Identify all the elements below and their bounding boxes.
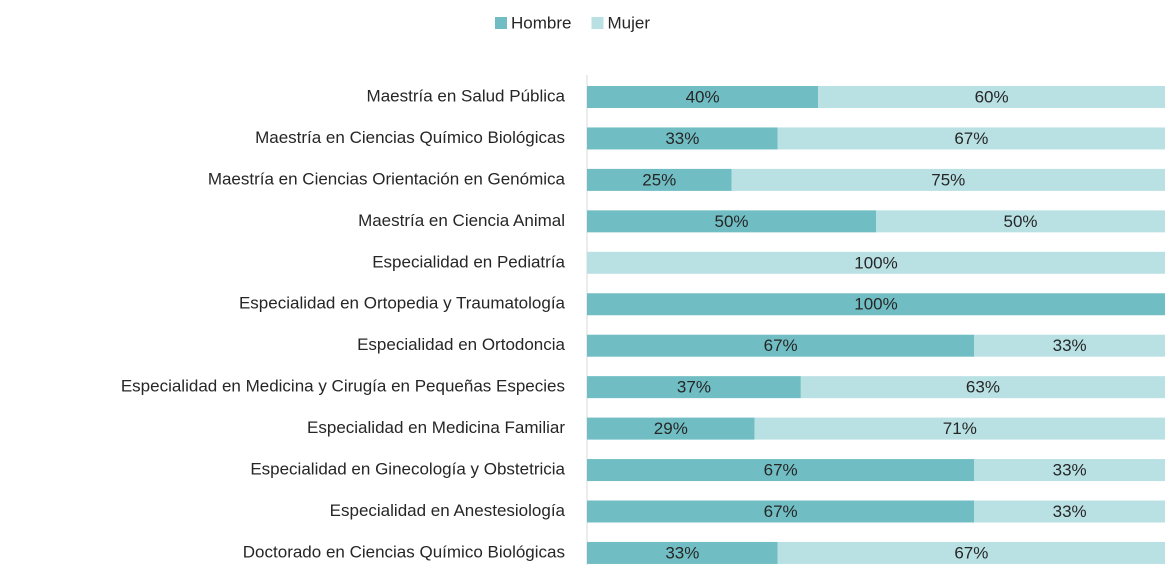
bar-segment — [587, 500, 975, 523]
bar-segment — [587, 168, 732, 191]
bar-segment — [587, 251, 1165, 274]
bar-segment — [587, 86, 819, 108]
value-label: 50% — [714, 212, 748, 231]
value-label: 33% — [1053, 502, 1087, 521]
legend-label: Hombre — [511, 13, 571, 32]
legend-swatch — [495, 17, 507, 29]
value-label: 71% — [943, 419, 977, 438]
value-label: 40% — [686, 87, 720, 106]
bar-segment — [818, 86, 1165, 108]
value-label: 37% — [677, 378, 711, 397]
category-label: Especialidad en Anestesiología — [330, 501, 566, 520]
value-label: 67% — [764, 461, 798, 480]
bar-segment — [587, 417, 755, 440]
bar-segment — [974, 500, 1165, 523]
value-label: 67% — [954, 129, 988, 148]
value-label: 50% — [1003, 212, 1037, 231]
bar-segment — [754, 417, 1165, 440]
value-label: 100% — [854, 295, 897, 314]
value-label: 75% — [931, 170, 965, 189]
value-label: 67% — [954, 543, 988, 562]
category-label: Maestría en Ciencias Orientación en Genó… — [208, 169, 566, 188]
category-label: Especialidad en Ortopedia y Traumatologí… — [239, 294, 566, 313]
category-label: Maestría en Ciencias Químico Biológicas — [255, 128, 565, 147]
value-label: 33% — [665, 129, 699, 148]
category-label: Especialidad en Medicina Familiar — [307, 418, 565, 437]
value-label: 25% — [642, 170, 676, 189]
bar-segment — [974, 334, 1165, 357]
value-label: 100% — [854, 253, 897, 272]
bar-segment — [777, 127, 1165, 150]
value-label: 33% — [665, 543, 699, 562]
legend-label: Mujer — [607, 13, 650, 32]
category-label: Maestría en Ciencia Animal — [358, 211, 565, 230]
category-label: Especialidad en Ginecología y Obstetrici… — [250, 460, 565, 479]
bar-segment — [587, 210, 876, 233]
value-label: 67% — [764, 336, 798, 355]
bar-segment — [587, 334, 975, 357]
value-label: 60% — [975, 87, 1009, 106]
bar-segment — [777, 541, 1165, 564]
category-label: Maestría en Salud Pública — [367, 86, 566, 105]
bar-segment — [876, 210, 1165, 233]
legend-swatch — [591, 17, 604, 29]
category-label: Doctorado en Ciencias Químico Biológicas — [243, 542, 565, 561]
bar-segment — [587, 127, 778, 150]
bar-segment — [800, 376, 1165, 399]
bar-segment — [587, 459, 975, 482]
value-label: 33% — [1053, 461, 1087, 480]
value-label: 33% — [1053, 336, 1087, 355]
bar-segment — [974, 459, 1165, 482]
value-label: 67% — [764, 502, 798, 521]
bar-segment — [731, 168, 1165, 191]
value-label: 63% — [966, 378, 1000, 397]
bar-segment — [587, 376, 801, 399]
value-label: 29% — [654, 419, 688, 438]
category-label: Especialidad en Pediatría — [372, 252, 565, 271]
bar-segment — [587, 541, 778, 564]
category-label: Especialidad en Medicina y Cirugía en Pe… — [121, 377, 565, 396]
category-label: Especialidad en Ortodoncia — [357, 335, 565, 354]
bar-segment — [587, 293, 1165, 316]
